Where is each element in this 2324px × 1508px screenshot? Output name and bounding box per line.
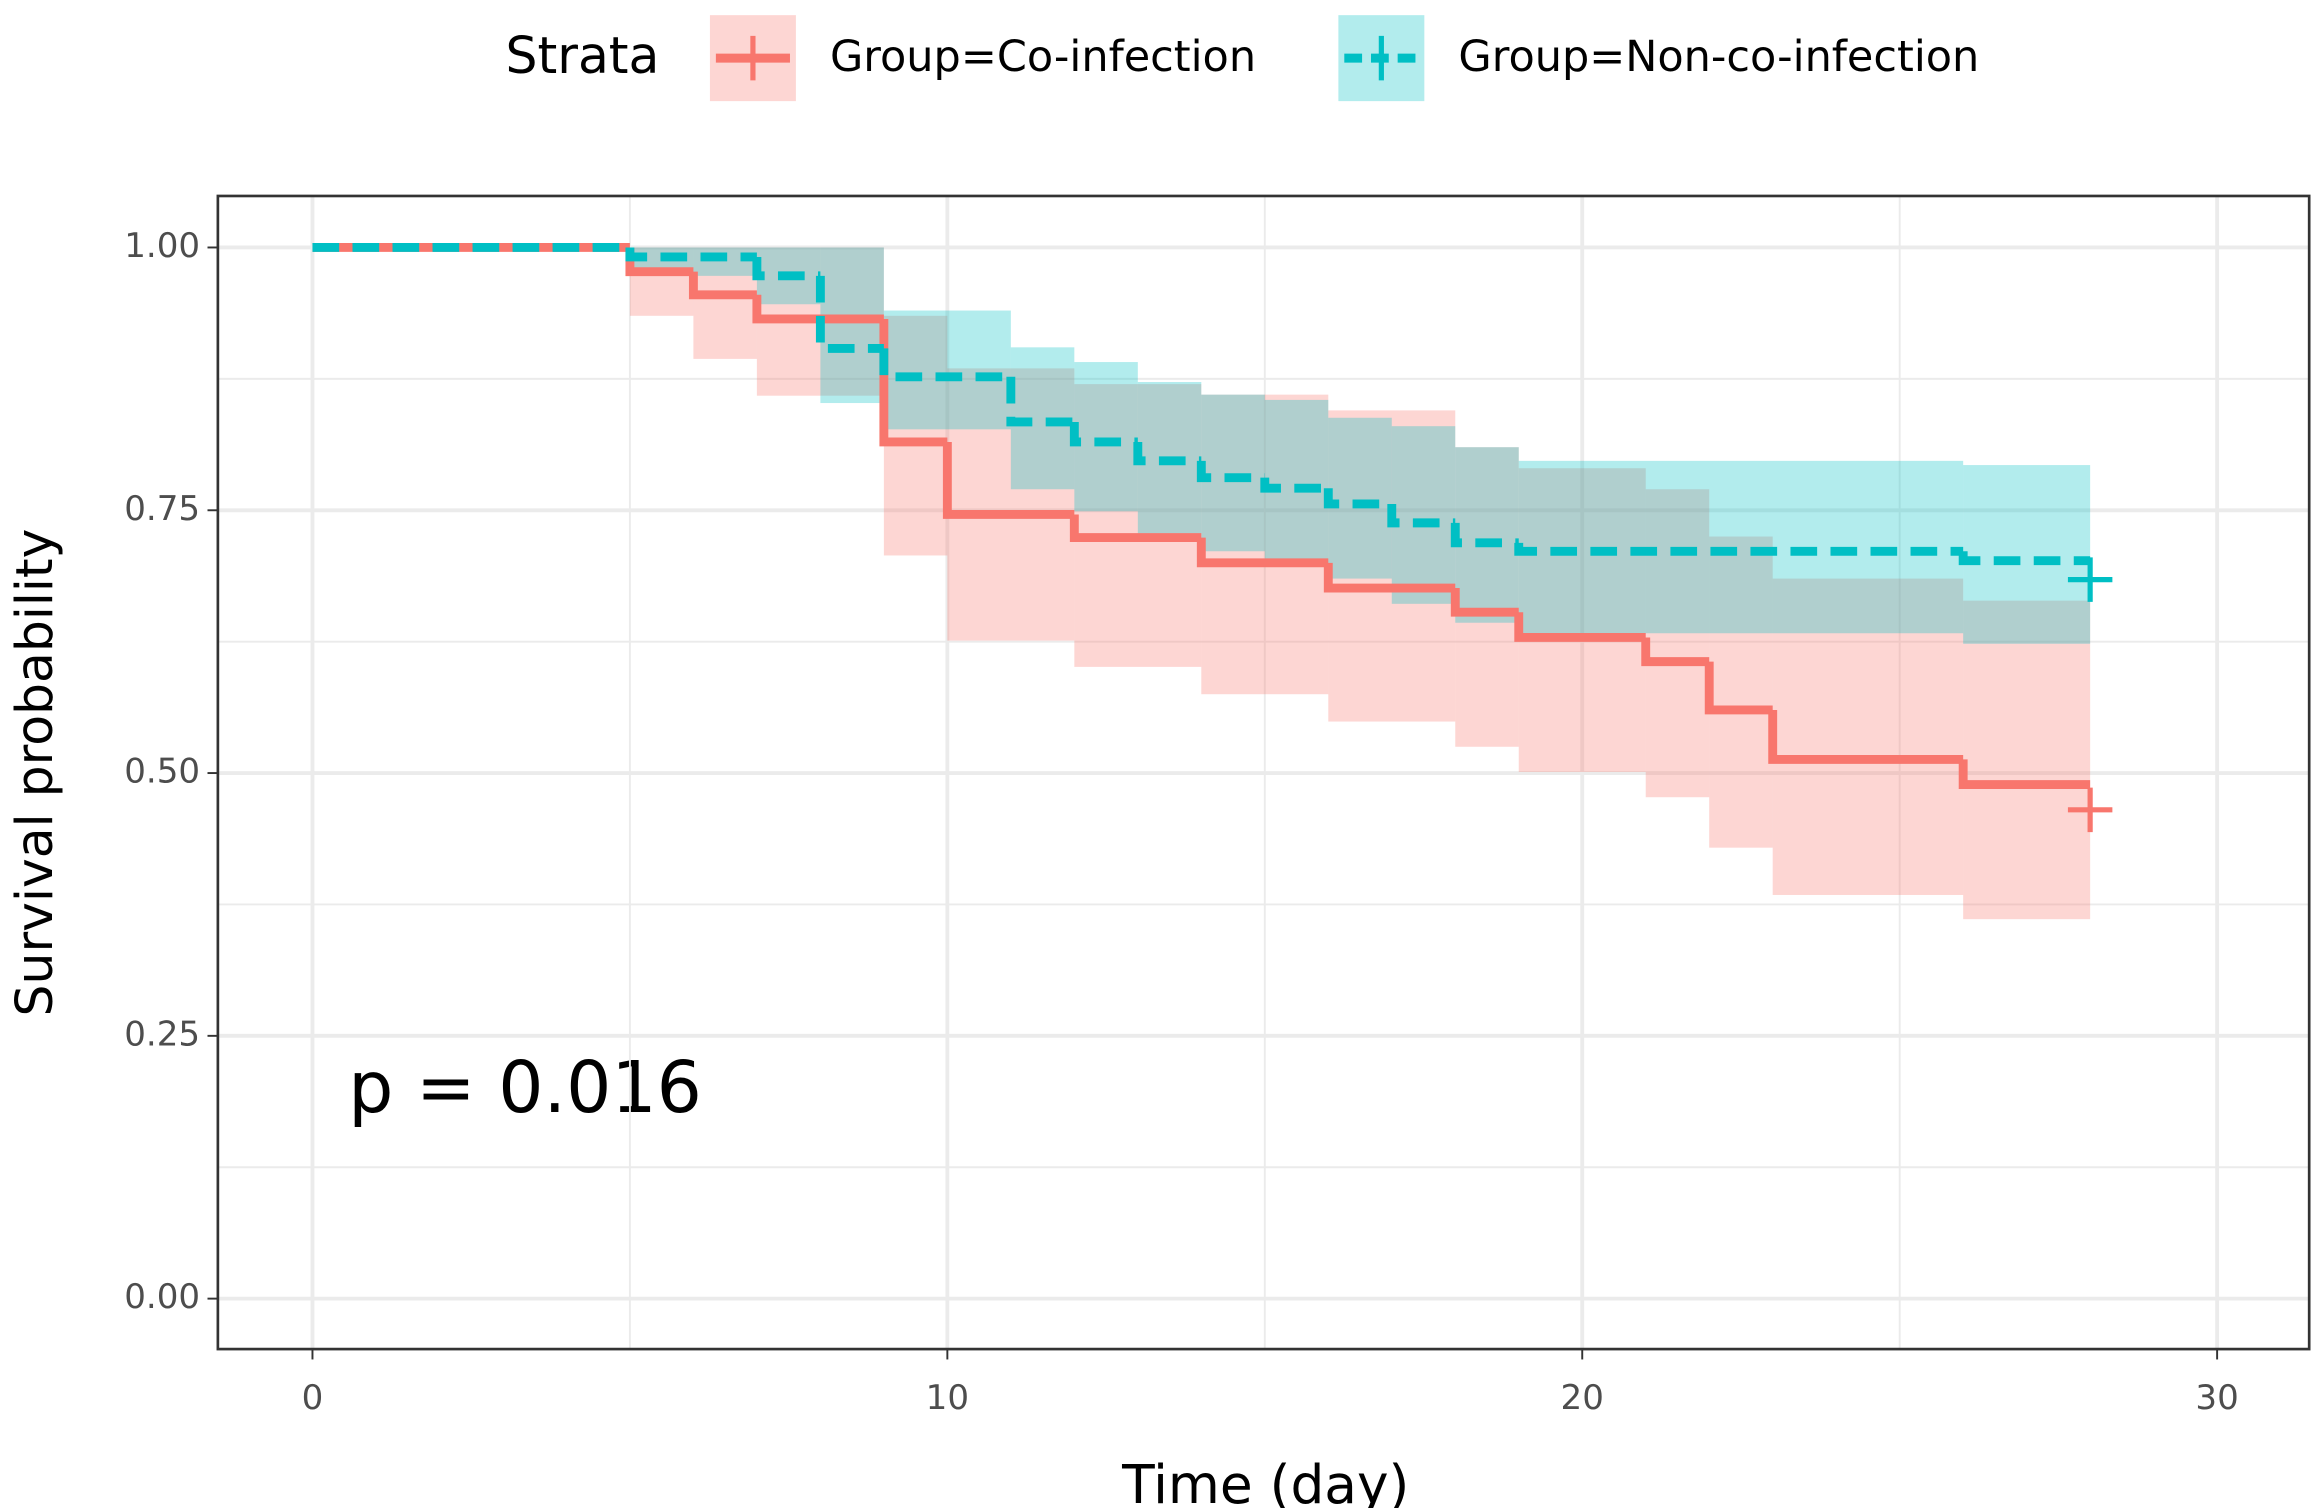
y-tick-label: 0.75 [124, 489, 200, 529]
legend-title: Strata [506, 26, 660, 85]
y-tick-label: 0.25 [124, 1014, 200, 1054]
survival-step [815, 275, 884, 353]
survival-step [1514, 542, 1964, 556]
confidence-band [883, 310, 1011, 430]
censor-mark [2067, 787, 2113, 833]
confidence-band [1074, 384, 1202, 667]
confidence-band [693, 247, 757, 359]
survival-step [1323, 488, 1392, 509]
survival-step [1196, 537, 1329, 568]
x-axis-label: Time (day) [1121, 1453, 1409, 1508]
confidence-band [1328, 410, 1456, 722]
survival-step [1196, 460, 1265, 483]
confidence-band [1201, 394, 1329, 695]
survival-step [1958, 551, 2091, 566]
confidence-band [1391, 426, 1456, 604]
survival-step [1006, 376, 1075, 427]
confidence-band [1963, 600, 2091, 920]
survival-step [688, 271, 757, 300]
y-tick-label: 0.00 [124, 1277, 200, 1317]
censor-mark [2067, 557, 2113, 602]
legend-label: Group=Co-infection [830, 32, 1256, 82]
confidence-band [1709, 536, 1773, 848]
survival-step [1704, 661, 1773, 715]
confidence-band [883, 315, 948, 556]
x-tick-label: 0 [302, 1378, 324, 1418]
survival-step [1069, 514, 1202, 543]
x-tick-label: 10 [926, 1378, 969, 1418]
confidence-band [1328, 417, 1392, 579]
survival-step [1069, 421, 1138, 447]
confidence-band [1201, 394, 1265, 552]
confidence-band [1963, 465, 2091, 644]
y-axis-label: Survival probability [5, 529, 64, 1017]
panel-border [216, 194, 2311, 1351]
confidence-band [947, 368, 1075, 641]
confidence-band [1074, 362, 1138, 512]
survival-step [1641, 637, 1710, 667]
survival-step [879, 348, 1011, 382]
survival-step [1450, 522, 1519, 548]
survival-step [1387, 503, 1456, 528]
y-tick-label: 0.50 [124, 752, 200, 792]
confidence-band [1518, 468, 1646, 773]
confidence-band [1264, 399, 1329, 563]
y-tick-label: 1.00 [124, 226, 200, 266]
confidence-band [1645, 489, 1710, 798]
x-tick-label: 30 [2195, 1378, 2238, 1418]
legend-label: Group=Non-co-infection [1458, 32, 1979, 82]
survival-step [625, 247, 757, 262]
survival-step [752, 256, 821, 281]
p-value: p = 0.016 [348, 1046, 702, 1129]
survival-step [1450, 588, 1519, 617]
confidence-band [1455, 447, 1519, 623]
survival-step [1514, 612, 1646, 642]
survival-step [1768, 709, 1964, 764]
survival-step [942, 441, 1075, 519]
survival-step [1323, 562, 1456, 593]
x-tick-label: 20 [1561, 1378, 1604, 1418]
survival-step [1260, 477, 1329, 493]
confidence-band [1772, 578, 1964, 895]
confidence-band [820, 247, 884, 404]
survival-step [752, 294, 884, 324]
survival-step [1133, 441, 1202, 466]
survival-step [1958, 759, 2091, 790]
confidence-band [1455, 447, 1519, 747]
